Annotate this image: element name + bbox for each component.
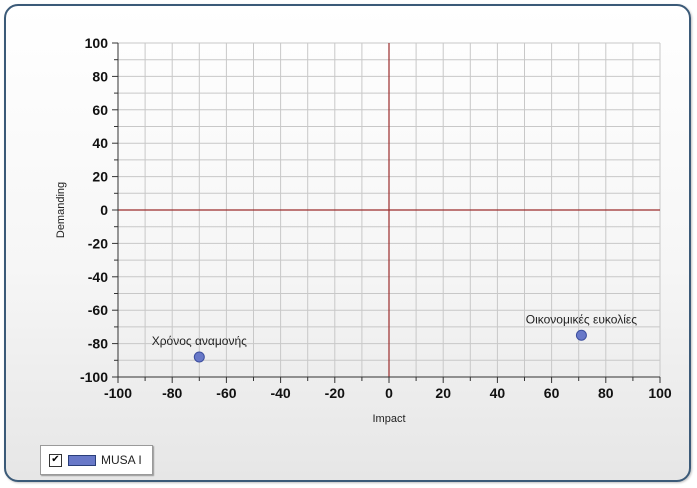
data-point bbox=[193, 351, 205, 363]
x-tick-label: 20 bbox=[435, 385, 451, 401]
y-tick-label: 60 bbox=[92, 102, 108, 118]
x-axis-title: Impact bbox=[372, 413, 405, 425]
legend-label: MUSA I bbox=[101, 453, 142, 467]
x-tick-label: 40 bbox=[490, 385, 506, 401]
y-tick-label: -20 bbox=[88, 235, 108, 251]
y-tick-label: 20 bbox=[92, 169, 108, 185]
data-point-label: Οικονομικές ευκολίες bbox=[526, 312, 637, 326]
data-point bbox=[575, 329, 587, 341]
y-tick-label: -80 bbox=[88, 336, 108, 352]
x-tick-label: 60 bbox=[544, 385, 560, 401]
legend-swatch bbox=[68, 454, 96, 466]
x-tick-label: -80 bbox=[162, 385, 182, 401]
x-tick-label: 80 bbox=[598, 385, 614, 401]
y-axis-title: Demanding bbox=[55, 182, 67, 238]
x-tick-label: 0 bbox=[385, 385, 393, 401]
plot-area: 100 80 60 40 20 0 -20 -40 -60 -80 -100-100 -80 -60 -4… bbox=[80, 35, 672, 401]
x-tick-label: -20 bbox=[325, 385, 345, 401]
x-tick-label: -100 bbox=[104, 385, 132, 401]
y-tick-label: 80 bbox=[92, 68, 108, 84]
y-tick-label: -100 bbox=[80, 369, 108, 385]
y-tick-label: 40 bbox=[92, 135, 108, 151]
legend-checkbox[interactable]: ✔ bbox=[49, 453, 62, 467]
x-tick-label: -60 bbox=[216, 385, 236, 401]
data-point-label: Χρόνος αναμονής bbox=[152, 334, 247, 348]
y-tick-label: -40 bbox=[88, 269, 108, 285]
x-tick-label: -40 bbox=[270, 385, 290, 401]
y-tick-label: -60 bbox=[88, 302, 108, 318]
y-tick-label: 100 bbox=[85, 35, 109, 51]
x-tick-label: 100 bbox=[648, 385, 672, 401]
y-tick-label: 0 bbox=[100, 202, 108, 218]
legend: ✔ MUSA I bbox=[40, 445, 153, 475]
